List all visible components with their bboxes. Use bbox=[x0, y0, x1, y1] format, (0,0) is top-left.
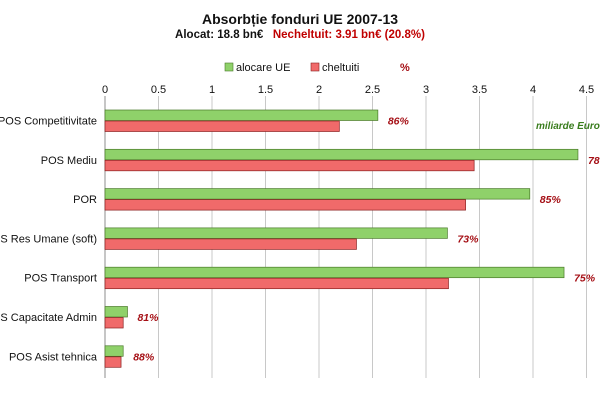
percent-label: 75% bbox=[574, 273, 596, 285]
bar-allocated bbox=[104, 188, 531, 200]
percent-label: 85% bbox=[540, 194, 562, 206]
percent-label: 73% bbox=[457, 233, 479, 245]
legend-swatch-spent bbox=[310, 62, 320, 72]
x-tick-label: 4.5 bbox=[579, 84, 594, 96]
legend-label-spent: cheltuiti bbox=[322, 62, 359, 74]
percent-label: 86% bbox=[388, 116, 410, 128]
bar-spent bbox=[104, 317, 124, 329]
category-label: POR bbox=[73, 194, 97, 206]
percent-labels: 86% 78% 85% 73% 75% 81% 88% bbox=[133, 116, 600, 364]
bar-spent bbox=[104, 120, 340, 132]
bar-allocated bbox=[104, 109, 379, 121]
bar-spent bbox=[104, 277, 449, 290]
bar-allocated bbox=[104, 148, 579, 161]
unspent-total: Necheltuit: 3.91 bn€ (20.8%) bbox=[272, 29, 425, 41]
x-tick-label: 2.5 bbox=[365, 84, 380, 96]
x-tick-label: 1.5 bbox=[258, 84, 273, 96]
x-tick-label: 1 bbox=[209, 84, 215, 96]
x-tick-label: 3 bbox=[423, 84, 429, 96]
legend-label-percent: % bbox=[400, 62, 410, 74]
x-tick-labels: 0 0.5 1 1.5 2 2.5 3 3.5 4 4.5 bbox=[102, 84, 594, 96]
x-tick-label: 0.5 bbox=[151, 84, 166, 96]
bar-allocated bbox=[104, 266, 565, 279]
x-tick-label: 3.5 bbox=[472, 84, 487, 96]
bar-spent bbox=[104, 356, 122, 368]
legend-swatch-allocated bbox=[224, 62, 234, 72]
percent-label: 81% bbox=[137, 312, 159, 324]
percent-label: 88% bbox=[133, 351, 155, 363]
x-tick-label: 2 bbox=[316, 84, 322, 96]
category-label: POS Mediu bbox=[41, 155, 97, 167]
bar-allocated bbox=[104, 345, 124, 357]
category-label: POS Asist tehnica bbox=[9, 351, 98, 363]
percent-label: 78% bbox=[588, 155, 600, 167]
allocated-total: Alocat: 18.8 bn€ bbox=[175, 29, 264, 41]
legend: alocare UE cheltuiti % bbox=[224, 62, 410, 74]
bars bbox=[104, 109, 579, 368]
category-label: POS Capacitate Admin bbox=[0, 312, 97, 324]
legend-label-allocated: alocare UE bbox=[236, 62, 290, 74]
bar-spent bbox=[104, 159, 475, 172]
x-tick-label: 0 bbox=[102, 84, 108, 96]
chart-title: Absorbție fonduri UE 2007-13 bbox=[201, 11, 399, 27]
category-labels: POS Competitivitate POS Mediu POR POS Res U… bbox=[0, 116, 98, 364]
bar-allocated bbox=[104, 227, 448, 239]
unit-note: miliarde Euro bbox=[536, 121, 600, 132]
category-label: POS Res Umane (soft) bbox=[0, 233, 97, 245]
x-tick-label: 4 bbox=[530, 84, 536, 96]
chart-subtitle: Alocat: 18.8 bn€ Necheltuit: 3.91 bn€ (2… bbox=[0, 29, 600, 41]
bar-allocated bbox=[104, 306, 128, 318]
category-label: POS Competitivitate bbox=[0, 116, 97, 128]
bar-spent bbox=[104, 238, 357, 250]
bar-spent bbox=[104, 199, 466, 211]
category-label: POS Transport bbox=[24, 273, 97, 285]
